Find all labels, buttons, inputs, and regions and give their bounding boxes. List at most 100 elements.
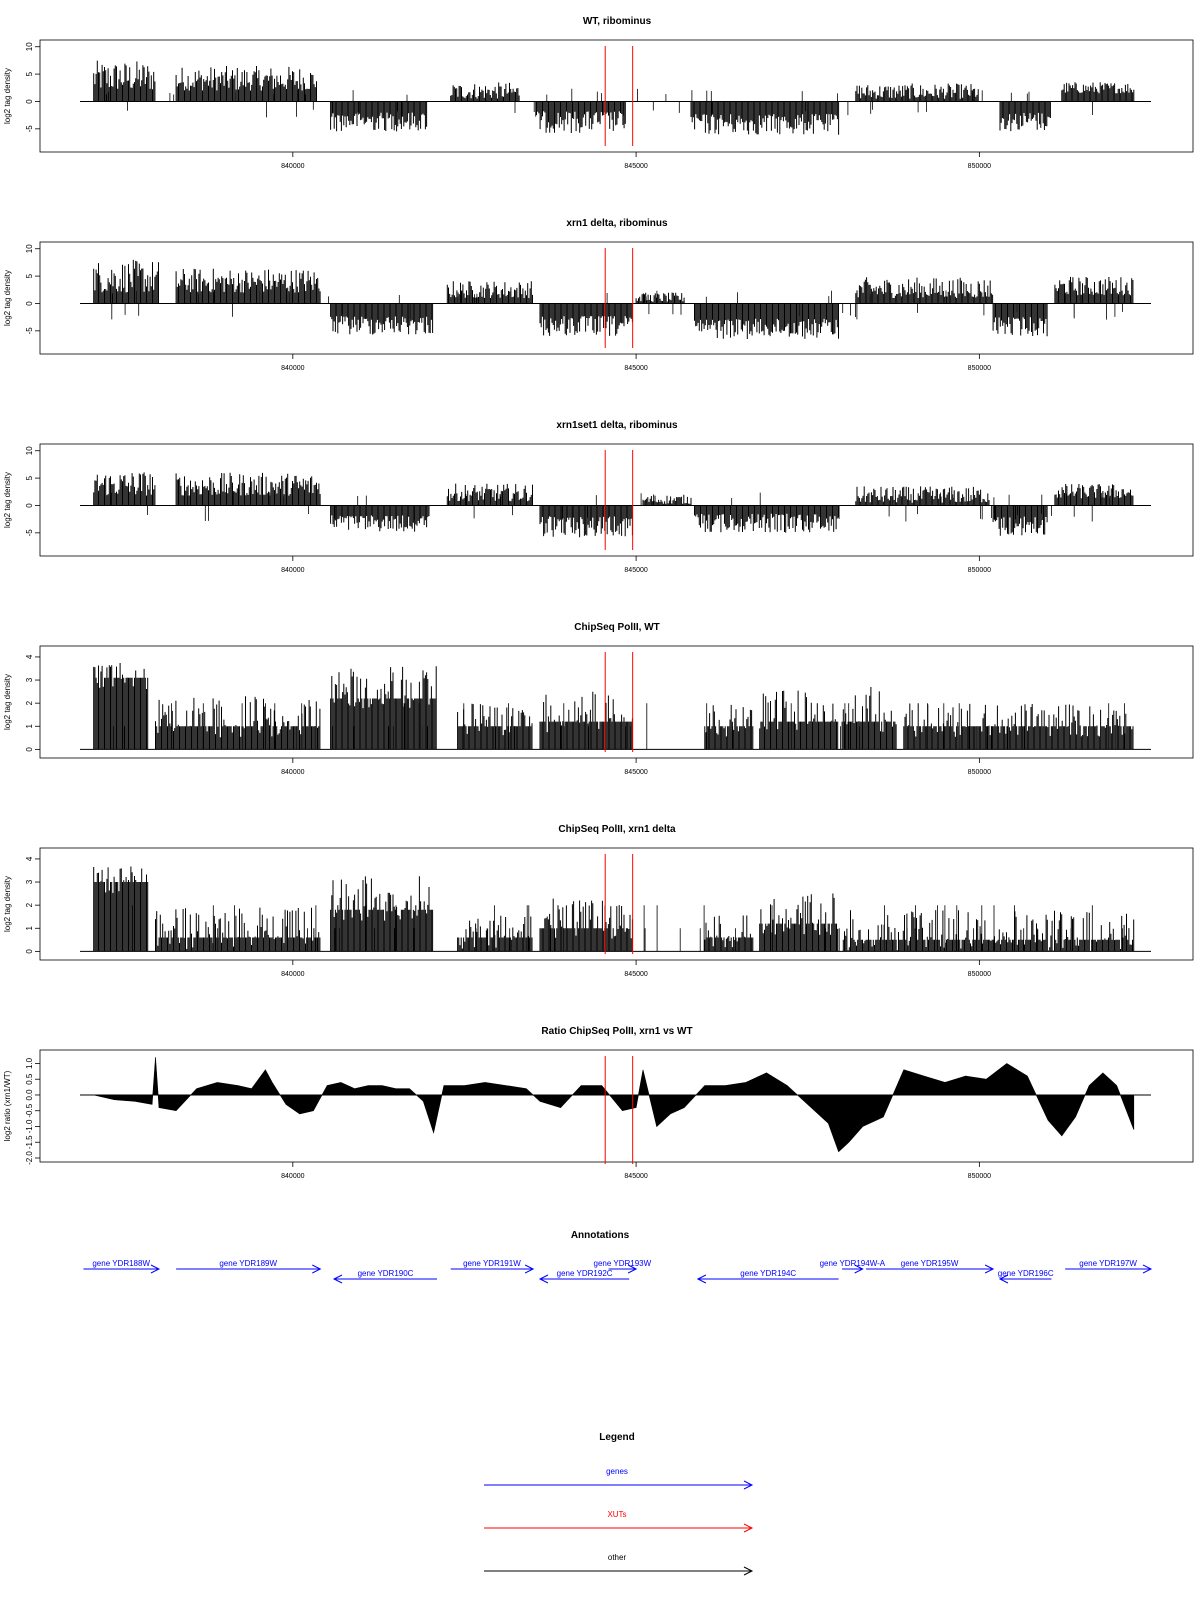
legend-label: genes [606, 1467, 628, 1476]
legend-title: Legend [599, 1432, 635, 1443]
legend-item: genes [484, 1467, 754, 1490]
x-tick-label: 840000 [281, 971, 304, 978]
gene-arrowhead [998, 1274, 1009, 1284]
signal-segment [539, 898, 633, 952]
signal-segment [155, 696, 321, 750]
data-series [93, 1057, 1135, 1153]
panel-title: WT, ribominus [583, 16, 652, 27]
x-tick-label: 850000 [968, 163, 991, 170]
gene-label: gene YDR195W [901, 1259, 959, 1268]
data-series [93, 60, 1135, 135]
gene-annotation: gene YDR196C [998, 1269, 1054, 1284]
signal-segment [175, 66, 317, 102]
y-axis-label: log2 tag density [3, 68, 12, 124]
signal-segment [450, 82, 520, 102]
data-series [93, 663, 1134, 750]
signal-segment [841, 687, 897, 750]
gene-annotation: gene YDR192C [538, 1269, 630, 1284]
y-tick-label: 5 [25, 71, 34, 76]
gene-label: gene YDR189W [219, 1259, 277, 1268]
x-tick-label: 845000 [624, 567, 647, 574]
signal-segment [457, 703, 533, 750]
x-tick-label: 840000 [281, 567, 304, 574]
y-tick-label: -5 [25, 125, 34, 133]
signal-segment [635, 292, 685, 304]
signal-segment [330, 505, 430, 532]
signal-segment [855, 83, 979, 102]
signal-segment [642, 494, 692, 506]
signal-segment [457, 915, 533, 952]
panel-title: Ratio ChipSeq PolII, xrn1 vs WT [541, 1026, 692, 1037]
gene-label: gene YDR192C [557, 1269, 613, 1278]
x-tick-label: 845000 [624, 1173, 647, 1180]
signal-segment [175, 472, 321, 506]
panel-title: xrn1 delta, ribominus [566, 218, 668, 229]
panel-4: ChipSeq PolII, xrn1 delta 0 1 2 3 4 log2 tag d… [3, 824, 1194, 978]
signal-segment [330, 666, 437, 750]
signal-segment [690, 101, 840, 135]
gene-annotation: gene YDR194W-A [820, 1259, 886, 1274]
y-tick-label: 1.0 [25, 1057, 34, 1069]
y-tick-label: 2 [25, 700, 34, 705]
signal-segment [759, 893, 839, 952]
x-tick-label: 845000 [624, 365, 647, 372]
x-tick-label: 845000 [624, 971, 647, 978]
y-tick-label: 0.5 [25, 1073, 34, 1085]
y-tick-label: 10 [25, 446, 34, 455]
y-tick-label: 0 [25, 949, 34, 954]
gene-label: gene YDR196C [998, 1269, 1054, 1278]
signal-segment [759, 690, 839, 750]
signal-segment [1054, 276, 1134, 304]
legend-arrowhead [743, 1523, 754, 1533]
signal-segment [93, 259, 159, 304]
signal-segment [539, 691, 633, 750]
plot-frame [39, 241, 1194, 355]
gene-annotation: gene YDR188W [83, 1259, 161, 1274]
gene-arrowhead [524, 1264, 535, 1274]
gene-arrowhead [150, 1264, 161, 1274]
legend-label: XUTs [607, 1510, 626, 1519]
signal-segment [93, 472, 156, 506]
gene-annotation: gene YDR193W [594, 1259, 652, 1274]
gene-label: gene YDR188W [92, 1259, 150, 1268]
legend-label: other [608, 1553, 627, 1562]
plot-frame [39, 847, 1194, 961]
gene-arrowhead [312, 1264, 322, 1274]
y-tick-label: 5 [25, 273, 34, 278]
data-series [93, 472, 1134, 538]
y-tick-label: 3 [25, 677, 34, 682]
y-axis-label: log2 ratio (xrn1/WT) [3, 1070, 12, 1141]
panel-title: ChipSeq PolII, WT [574, 622, 660, 633]
gene-annotation: gene YDR189W [176, 1259, 322, 1274]
x-tick-label: 850000 [968, 567, 991, 574]
legend-item: other [484, 1553, 754, 1576]
gene-annotation: gene YDR195W [866, 1259, 995, 1274]
annotations-title: Annotations [571, 1230, 630, 1241]
y-tick-label: 3 [25, 879, 34, 884]
y-tick-label: -2.0 [25, 1151, 34, 1165]
panel-2: xrn1set1 delta, ribominus 10 5 0 -5 log2 tag … [3, 420, 1194, 574]
sparse-bars [132, 905, 1123, 952]
signal-segment [93, 663, 149, 750]
sparse-bars [112, 703, 1125, 750]
gene-label: gene YDR191W [463, 1259, 521, 1268]
panel-1: xrn1 delta, ribominus 10 5 0 -5 log2 tag dens… [3, 218, 1194, 372]
signal-segment [330, 101, 428, 132]
gene-annotation: gene YDR190C [332, 1269, 437, 1284]
gene-label: gene YDR190C [358, 1269, 414, 1278]
signal-segment [175, 268, 321, 304]
legend-item: XUTs [484, 1510, 754, 1533]
track-panels: WT, ribominus 10 5 0 -5 log2 tag density 84000… [3, 16, 1194, 1180]
signal-segment [1054, 484, 1134, 506]
signal-segment [93, 866, 149, 952]
legend-items: genes XUTs other [484, 1467, 754, 1576]
panel-0: WT, ribominus 10 5 0 -5 log2 tag density 84000… [3, 16, 1194, 170]
x-tick-label: 850000 [968, 1173, 991, 1180]
y-tick-label: 0 [25, 503, 34, 508]
gene-label: gene YDR197W [1079, 1259, 1137, 1268]
y-axis-label: log2 tag density [3, 472, 12, 528]
panel-5: Ratio ChipSeq PolII, xrn1 vs WT 1.0 0.5 0.0… [3, 1026, 1194, 1180]
data-series [93, 866, 1135, 952]
gene-label: gene YDR193W [594, 1259, 652, 1268]
